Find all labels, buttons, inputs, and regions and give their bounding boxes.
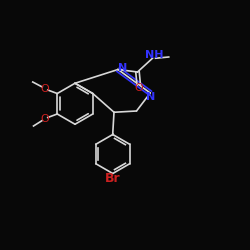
Text: N: N [118,63,127,73]
Text: O: O [40,114,49,124]
Text: Br: Br [104,172,120,186]
Text: N: N [146,92,155,102]
Text: O: O [40,84,49,94]
Text: O: O [134,83,143,93]
Text: NH: NH [144,50,163,60]
